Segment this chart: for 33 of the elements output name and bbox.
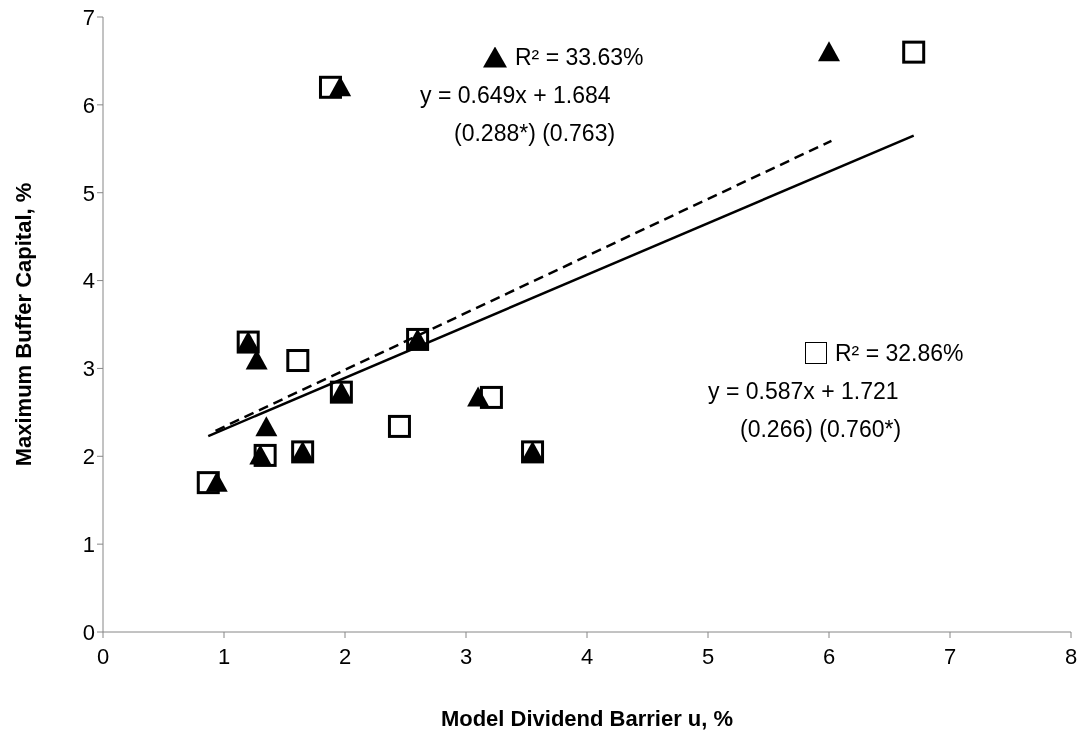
y-tick-label: 3 bbox=[82, 356, 95, 382]
y-tick-label: 7 bbox=[82, 4, 95, 30]
y-tick-label: 0 bbox=[82, 619, 95, 645]
point bbox=[902, 40, 926, 64]
x-tick-label: 5 bbox=[701, 643, 715, 669]
x-tick-label: 3 bbox=[459, 643, 473, 669]
y-tick-label: 5 bbox=[82, 180, 95, 206]
x-tick-label: 2 bbox=[338, 643, 352, 669]
x-tick-label: 8 bbox=[1064, 643, 1078, 669]
y-tick-label: 2 bbox=[82, 444, 95, 470]
point bbox=[286, 349, 310, 373]
x-tick-label: 1 bbox=[217, 643, 231, 669]
annotation: y = 0.587x + 1.721 bbox=[708, 377, 899, 406]
annotation: y = 0.649x + 1.684 bbox=[420, 81, 611, 110]
point bbox=[205, 471, 228, 492]
x-tick-label: 4 bbox=[580, 643, 594, 669]
y-axis-title: Maximum Buffer Capital, % bbox=[10, 182, 36, 467]
annotation: R² = 32.86% bbox=[835, 339, 964, 368]
point bbox=[818, 41, 840, 62]
x-tick-label: 6 bbox=[822, 643, 836, 669]
point bbox=[249, 444, 272, 465]
point bbox=[387, 414, 411, 438]
point bbox=[329, 76, 352, 97]
point bbox=[467, 386, 490, 407]
x-axis-title: Model Dividend Barrier u, % bbox=[440, 706, 734, 731]
annotation: (0.288*) (0.763) bbox=[454, 119, 616, 148]
y-tick-label: 4 bbox=[82, 268, 95, 294]
y-tick-label: 6 bbox=[82, 92, 95, 118]
annotation: R² = 33.63% bbox=[515, 43, 644, 72]
y-tick-label: 1 bbox=[82, 531, 95, 557]
x-tick-label: 7 bbox=[943, 643, 957, 669]
annotation: (0.266) (0.760*) bbox=[740, 415, 902, 444]
point bbox=[255, 416, 278, 437]
